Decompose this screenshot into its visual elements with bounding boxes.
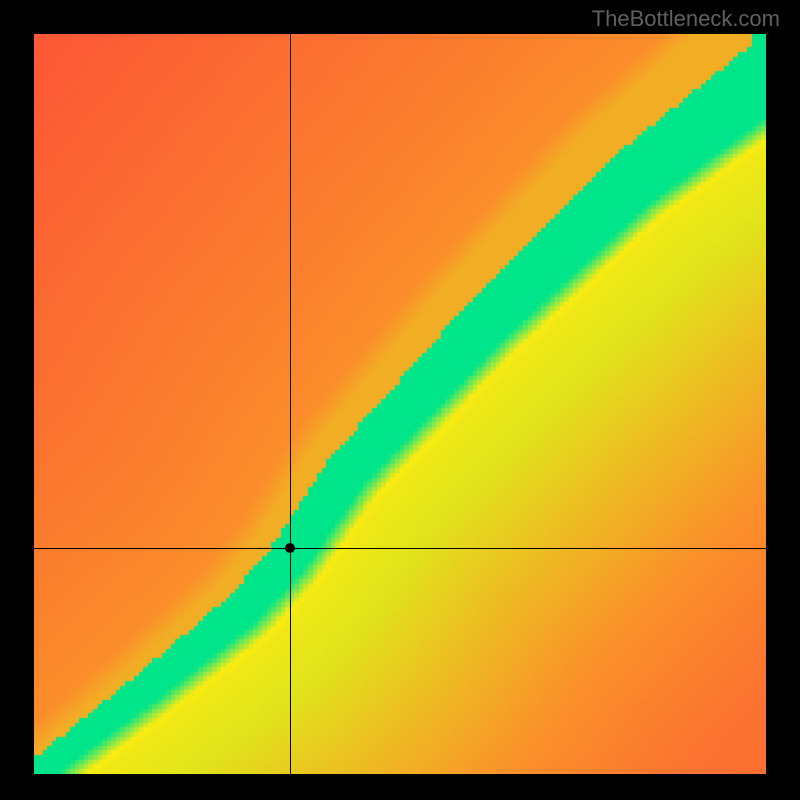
crosshair-vertical <box>290 34 291 774</box>
crosshair-marker <box>285 543 295 553</box>
crosshair-horizontal <box>34 548 766 549</box>
heatmap-canvas <box>34 34 766 774</box>
watermark-text: TheBottleneck.com <box>592 6 780 32</box>
plot-area <box>34 34 766 774</box>
chart-container: TheBottleneck.com <box>0 0 800 800</box>
